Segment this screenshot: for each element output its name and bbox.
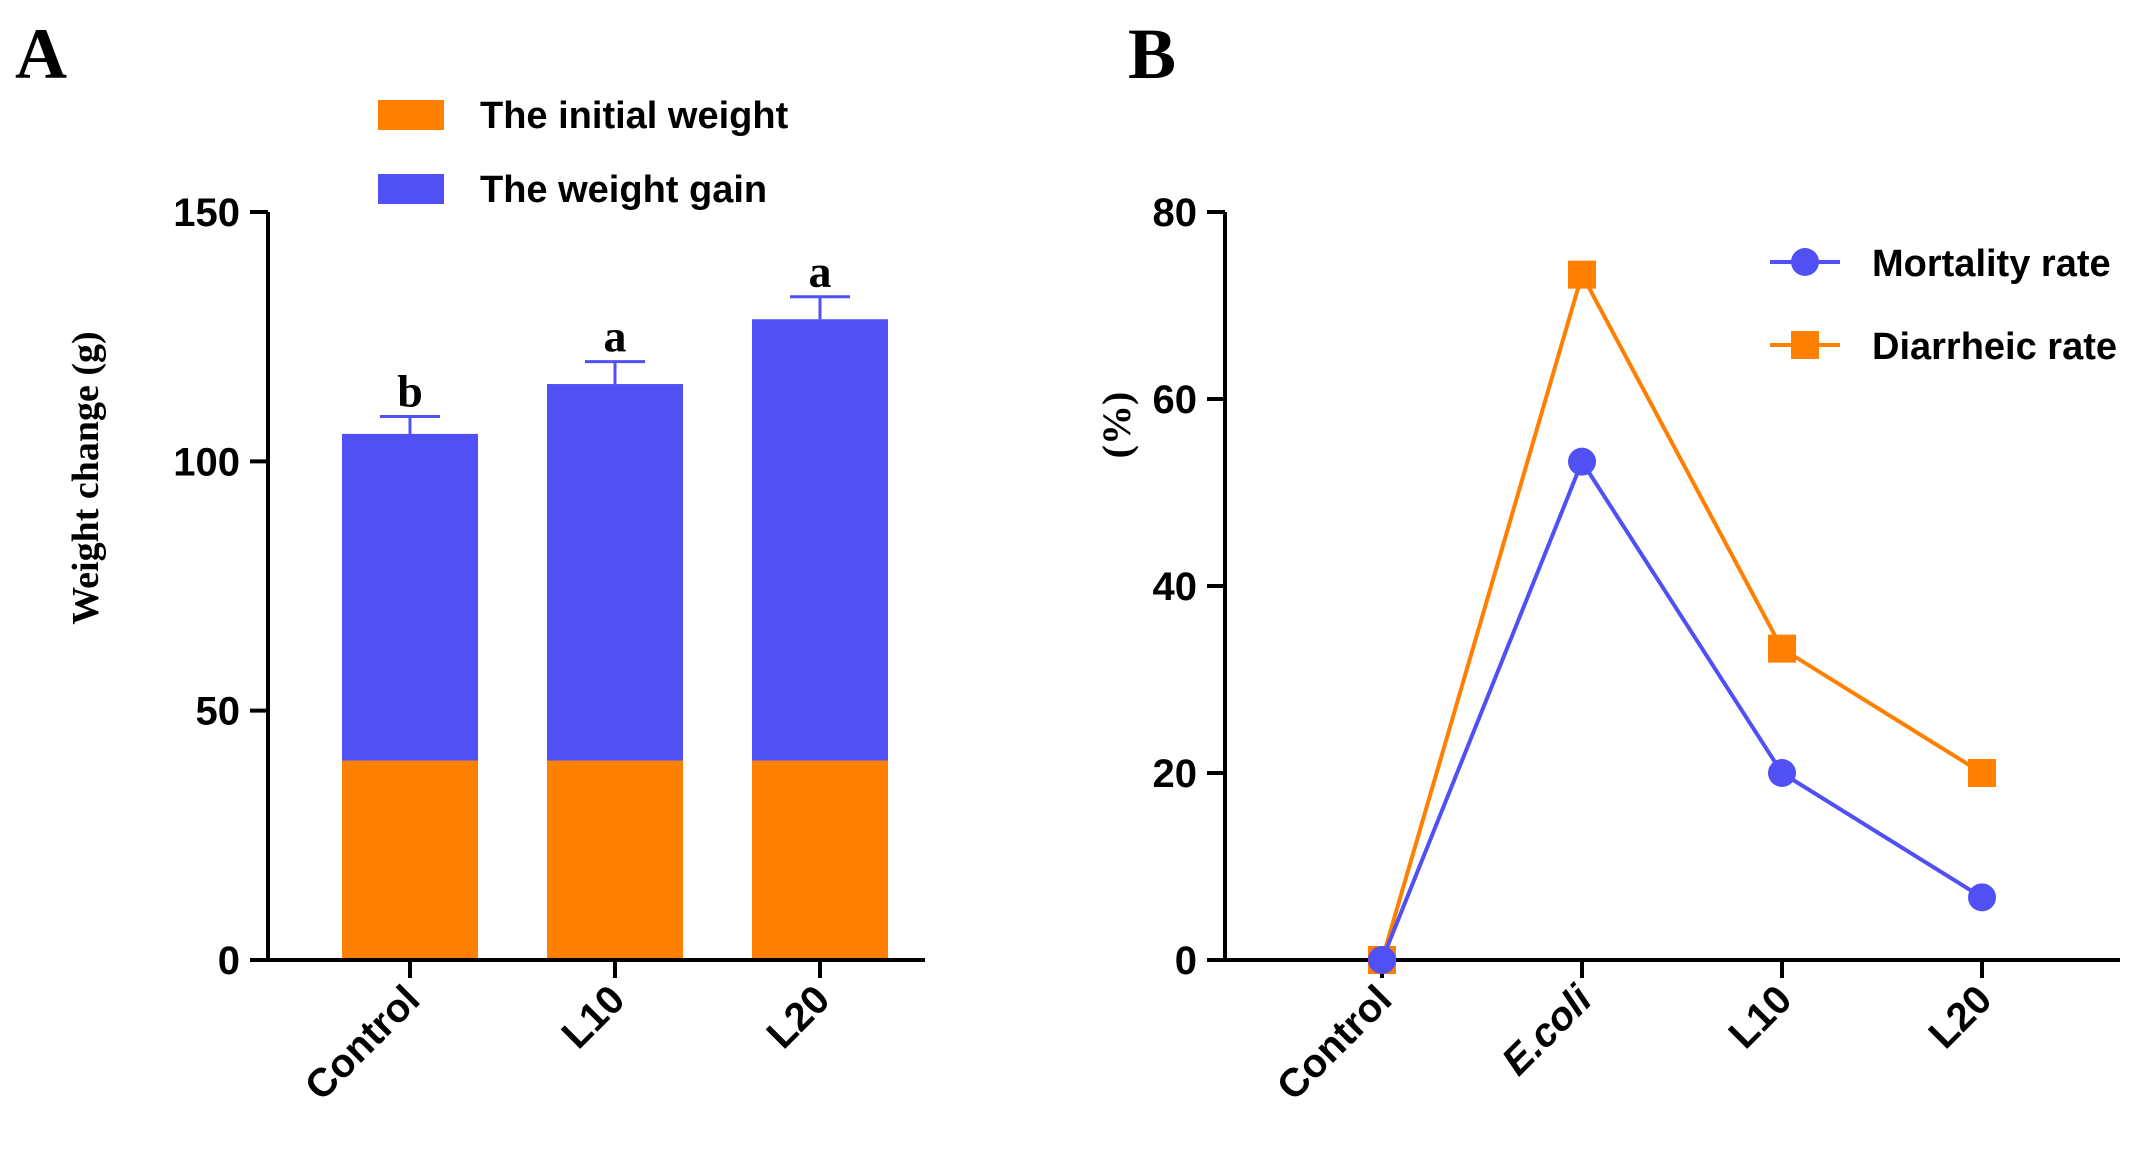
significance-label-l20: a <box>809 246 832 297</box>
panel-a-y-axis-label: Weight change (g) <box>65 331 107 624</box>
x-tick-label-control: Control <box>297 977 429 1109</box>
x-tick-label-ecoli: E.coli <box>1494 977 1601 1084</box>
bar-initial-l20 <box>752 760 888 960</box>
point-mortality-0 <box>1368 946 1396 974</box>
legend-marker-square <box>1791 331 1819 359</box>
panel-b-y-axis-label: (%) <box>1094 392 1139 459</box>
legend-marker-circle <box>1791 248 1819 276</box>
y-tick-label: 100 <box>173 440 240 484</box>
y-tick-label: 50 <box>196 690 241 734</box>
legend-swatch <box>378 100 444 130</box>
bar-initial-control <box>342 760 478 960</box>
point-mortality-3 <box>1968 883 1996 912</box>
y-tick-label: 150 <box>173 191 240 235</box>
bar-initial-l10 <box>547 760 683 960</box>
x-tick-label-l20: L20 <box>759 977 839 1057</box>
x-tick-label-l20: L20 <box>1921 977 2001 1057</box>
bar-gain-l10 <box>547 384 683 761</box>
panel-a-letter: A <box>15 14 67 94</box>
point-diarrheic-1 <box>1568 260 1596 289</box>
point-diarrheic-2 <box>1768 634 1796 663</box>
x-tick-label-l10: L10 <box>1721 977 1801 1057</box>
legend-label: Diarrheic rate <box>1872 326 2117 368</box>
y-tick-label: 60 <box>1153 378 1198 422</box>
y-tick-label: 0 <box>1175 939 1197 983</box>
point-mortality-1 <box>1568 447 1596 476</box>
panel-b: B 0 20 40 60 80 Control E.coli L10 L20 Mortality… <box>1094 14 2120 1109</box>
y-tick-label: 80 <box>1153 191 1198 235</box>
y-tick-label: 0 <box>218 939 240 983</box>
bar-gain-control <box>342 433 478 761</box>
series-line-diarrheic-rate <box>1380 269 1984 961</box>
panel-b-letter: B <box>1128 14 1176 94</box>
legend-label: The weight gain <box>480 169 767 211</box>
panel-a-legend: The initial weight The weight gain <box>378 95 789 211</box>
x-tick-label-control: Control <box>1269 977 1401 1109</box>
legend-label: The initial weight <box>480 95 789 137</box>
point-mortality-2 <box>1768 759 1796 787</box>
panel-b-lines <box>1368 260 1996 974</box>
significance-label-control: b <box>397 365 423 416</box>
panel-a: A b a a 0 50 100 150 Control L10 L20 The initial… <box>15 14 925 1109</box>
series-line-mortality-rate <box>1380 457 1984 961</box>
y-tick-label: 20 <box>1153 752 1198 796</box>
significance-label-l10: a <box>604 311 627 362</box>
panel-b-legend: Mortality rate Diarrheic rate <box>1770 243 2117 368</box>
x-tick-label-l10: L10 <box>554 977 634 1057</box>
legend-label: Mortality rate <box>1872 243 2111 285</box>
panel-a-bars: b a a <box>342 246 888 960</box>
bar-gain-l20 <box>752 319 888 761</box>
y-tick-label: 40 <box>1153 565 1198 609</box>
legend-swatch <box>378 174 444 204</box>
point-diarrheic-3 <box>1968 759 1996 787</box>
